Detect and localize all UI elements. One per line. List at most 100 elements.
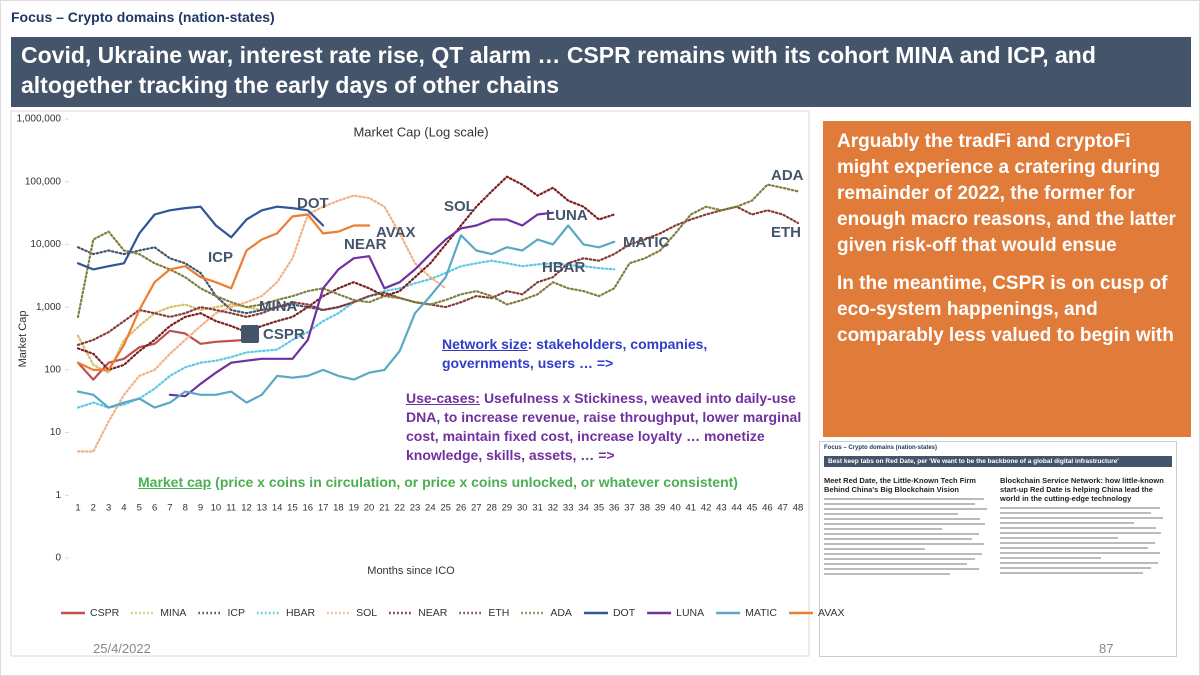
series-label: MINA — [259, 298, 297, 315]
x-tick-label: 9 — [198, 503, 203, 514]
x-axis-label: Months since ICO — [367, 565, 455, 577]
y-axis-label: Market Cap — [17, 311, 29, 368]
x-tick-label: 37 — [624, 503, 635, 514]
x-tick-label: 20 — [364, 503, 375, 514]
x-tick-label: 21 — [379, 503, 390, 514]
annotation-heading: Network size — [442, 336, 528, 352]
legend-label: NEAR — [418, 607, 448, 619]
thumbnail: Focus – Crypto domains (nation-states) B… — [819, 441, 1177, 657]
x-tick-label: 15 — [287, 503, 298, 514]
x-tick-label: 10 — [211, 503, 222, 514]
x-tick-label: 1 — [75, 503, 80, 514]
x-tick-label: 27 — [471, 503, 482, 514]
chart-frame — [10, 110, 810, 657]
x-tick-label: 18 — [333, 503, 344, 514]
series-line — [76, 224, 616, 409]
series-label: ETH — [771, 224, 801, 241]
thumb-section: Focus – Crypto domains (nation-states) — [824, 445, 938, 451]
series-label: DOT — [297, 195, 329, 212]
side-box: Arguably the tradFi and cryptoFi might e… — [823, 121, 1191, 437]
legend-label: LUNA — [676, 607, 704, 619]
y-tick-label: 1 — [55, 490, 61, 501]
series-label: AVAX — [376, 224, 415, 241]
series-label: CSPR — [263, 326, 305, 343]
x-tick-label: 43 — [716, 503, 727, 514]
x-tick-label: 13 — [257, 503, 268, 514]
x-tick-label: 45 — [747, 503, 758, 514]
legend-label: HBAR — [286, 607, 316, 619]
y-tick-label: 0 — [55, 553, 61, 564]
series-line — [76, 183, 800, 318]
x-tick-label: 3 — [106, 503, 111, 514]
annotation-heading: Use-cases: — [406, 390, 480, 406]
series-line — [76, 213, 371, 371]
legend-label: MATIC — [745, 607, 777, 619]
series-line — [76, 194, 447, 453]
series-label: SOL — [444, 198, 475, 215]
x-tick-label: 41 — [685, 503, 696, 514]
thumb-col: Meet Red Date, the Little-Known Tech Fir… — [824, 476, 992, 578]
x-tick-label: 24 — [425, 503, 436, 514]
x-tick-label: 35 — [594, 503, 605, 514]
x-tick-label: 46 — [762, 503, 773, 514]
series-line — [76, 259, 616, 409]
cspr-icon — [241, 325, 259, 343]
x-tick-label: 48 — [793, 503, 804, 514]
thumb-col: Blockchain Service Network: how little-k… — [1000, 476, 1168, 577]
x-tick-label: 6 — [152, 503, 157, 514]
y-tick-label: 1,000,000 — [17, 114, 62, 125]
title-banner: Covid, Ukraine war, interest rate rise, … — [11, 37, 1191, 107]
legend-label: ETH — [488, 607, 509, 619]
legend-label: MINA — [160, 607, 186, 619]
y-tick-label: 100,000 — [25, 176, 62, 187]
x-tick-label: 32 — [548, 503, 559, 514]
legend-label: AVAX — [818, 607, 844, 619]
annotation: Use-cases: Usefulness x Stickiness, weave… — [406, 389, 804, 465]
x-tick-label: 7 — [167, 503, 172, 514]
x-tick-label: 5 — [137, 503, 142, 514]
x-tick-label: 33 — [563, 503, 574, 514]
legend-label: ADA — [550, 607, 572, 619]
series-line — [76, 205, 800, 346]
series-label: MATIC — [623, 234, 670, 251]
x-tick-label: 19 — [348, 503, 359, 514]
annotation: Market cap (price x coins in circulation,… — [138, 473, 798, 492]
y-tick-label: 100 — [44, 364, 61, 375]
section-label: Focus – Crypto domains (nation-states) — [11, 9, 275, 25]
x-tick-label: 40 — [670, 503, 681, 514]
x-tick-label: 29 — [502, 503, 513, 514]
y-tick-label: 1,000 — [36, 302, 61, 313]
x-tick-label: 30 — [517, 503, 528, 514]
x-tick-label: 36 — [609, 503, 620, 514]
page-number: 87 — [1099, 641, 1114, 656]
x-tick-label: 12 — [241, 503, 252, 514]
x-tick-label: 22 — [394, 503, 405, 514]
x-tick-label: 42 — [701, 503, 712, 514]
y-tick-label: 10 — [50, 427, 62, 438]
thumb-headline: Blockchain Service Network: how little-k… — [1000, 476, 1164, 503]
annotation: Network size: stakeholders, companies, g… — [442, 335, 742, 373]
x-tick-label: 38 — [640, 503, 651, 514]
series-line — [76, 205, 325, 271]
x-tick-label: 47 — [777, 503, 788, 514]
series-label: ADA — [771, 167, 804, 184]
x-tick-label: 23 — [410, 503, 421, 514]
series-label: NEAR — [344, 236, 387, 253]
x-tick-label: 31 — [532, 503, 543, 514]
series-line — [76, 175, 616, 371]
x-tick-label: 11 — [226, 503, 236, 514]
series-label: HBAR — [542, 259, 585, 276]
x-tick-label: 39 — [655, 503, 666, 514]
legend-label: SOL — [356, 607, 377, 619]
x-tick-label: 28 — [486, 503, 497, 514]
x-tick-label: 4 — [121, 503, 126, 514]
y-tick-label: 10,000 — [30, 239, 61, 250]
thumb-banner: Best keep tabs on Red Date, per 'We want… — [824, 456, 1172, 467]
x-tick-label: 8 — [183, 503, 188, 514]
annotation-text: (price x coins in circulation, or price … — [215, 474, 738, 490]
side-paragraph: In the meantime, CSPR is on cusp of eco-… — [837, 273, 1174, 346]
x-tick-label: 34 — [578, 503, 589, 514]
x-tick-label: 26 — [456, 503, 467, 514]
annotation-text: : stakeholders, companies, governments, … — [442, 336, 708, 371]
